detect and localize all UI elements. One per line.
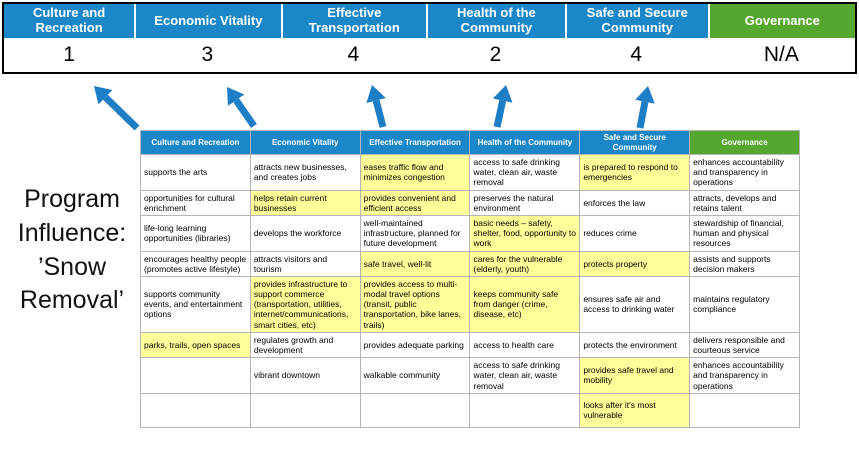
matrix-cell: protects the environment (579, 331, 691, 359)
score-governance: N/A (763, 43, 799, 66)
table-row: parks, trails, open spaces regulates grow… (140, 331, 800, 359)
matrix-cell: enhances accountability and transparency… (689, 357, 800, 394)
matrix-cell (140, 357, 251, 394)
matrix-column-header: Health of the Community (469, 130, 581, 155)
matrix-cell: well-maintained infrastructure, planned … (359, 214, 471, 252)
matrix-cell-highlighted: is prepared to respond to emergencies (579, 154, 691, 191)
table-row: encourages healthy people (promotes acti… (140, 250, 800, 277)
matrix-column-header: Culture and Recreation (140, 130, 251, 155)
score-effective-transportation: 4 (347, 43, 360, 66)
score-health-of-the-community: 2 (489, 43, 502, 66)
table-row: supports community events, and entertain… (140, 275, 800, 333)
matrix-cell: delivers responsible and courteous servi… (689, 331, 800, 359)
matrix-column-header: Governance (689, 130, 800, 155)
table-row: opportunities for cultural enrichment hel… (140, 189, 800, 216)
category-label-health-of-the-community: Health of the Community (426, 4, 565, 38)
matrix-cell: access to safe drinking water, clean air… (469, 357, 581, 394)
matrix-cell (469, 392, 581, 428)
matrix-cell-highlighted: protects property (579, 250, 691, 277)
matrix-cell: attracts new businesses, and creates job… (249, 154, 361, 191)
score-economic-vitality: 3 (201, 43, 214, 66)
matrix-cell: ensures safe air and access to drinking … (579, 275, 691, 333)
matrix-cell (140, 392, 251, 428)
matrix-cell: maintains regulatory compliance (689, 275, 800, 333)
matrix-cell-highlighted: keeps community safe from danger (crime,… (469, 275, 581, 333)
matrix-cell-highlighted: provides safe travel and mobility (579, 357, 691, 394)
matrix-cell-highlighted: basic needs – safety, shelter, food, opp… (469, 214, 581, 252)
matrix-cell: supports the arts (140, 154, 251, 191)
matrix-cell-highlighted: safe travel, well-lit (359, 250, 471, 277)
matrix-column-header: Economic Vitality (249, 130, 361, 155)
score-culture-and-recreation: 1 (63, 43, 75, 66)
table-row: looks after it's most vulnerable (140, 392, 800, 428)
score-banner: Culture and Recreation Economic Vitality… (2, 2, 857, 74)
matrix-cell: preserves the natural environment (469, 189, 581, 216)
matrix-cell: walkable community (359, 357, 471, 394)
category-label-economic-vitality: Economic Vitality (134, 4, 281, 38)
influence-arrows (94, 85, 655, 130)
matrix-cell: assists and supports decision makers (689, 250, 800, 277)
matrix-table-body: supports the arts attracts new businesses… (140, 154, 800, 428)
matrix-cell: access to safe drinking water, clean air… (469, 154, 581, 191)
matrix-cell (249, 392, 361, 428)
matrix-cell: enhances accountability and transparency… (689, 154, 800, 191)
matrix-column-header: Effective Transportation (359, 130, 471, 155)
category-label-governance: Governance (707, 4, 855, 38)
arrow-icon-effective-transportation (366, 85, 387, 128)
matrix-cell-highlighted: eases traffic flow and minimizes congest… (359, 154, 471, 191)
category-label-safe-and-secure-community: Safe and Secure Community (564, 4, 708, 38)
matrix-cell: stewardship of financial, human and phys… (689, 214, 800, 252)
matrix-cell-highlighted: cares for the vulnerable (elderly, youth… (469, 250, 581, 277)
score-safe-and-secure-community: 4 (630, 43, 643, 66)
influence-matrix-table: Culture and Recreation Economic Vitality E… (140, 130, 800, 428)
matrix-cell: vibrant downtown (249, 357, 361, 394)
table-row: life-long learning opportunities (librar… (140, 214, 800, 252)
matrix-cell-highlighted: parks, trails, open spaces (140, 331, 251, 359)
matrix-cell: enforces the law (579, 189, 691, 216)
arrow-icon-health-of-the-community (492, 85, 513, 128)
arrow-icon-economic-vitality (227, 87, 257, 128)
arrow-icon-safe-and-secure-community (635, 86, 655, 129)
category-label-effective-transportation: Effective Transportation (280, 4, 427, 38)
matrix-cell-highlighted: provides access to multi-modal travel op… (359, 275, 471, 333)
arrow-icon-culture-and-recreation (94, 86, 140, 130)
matrix-cell: opportunities for cultural enrichment (140, 189, 251, 216)
table-row: vibrant downtown walkable community access… (140, 357, 800, 394)
matrix-cell: supports community events, and entertain… (140, 275, 251, 333)
matrix-cell: attracts, develops and retains talent (689, 189, 800, 216)
program-title: Program Influence: ’Snow Removal’ (17, 185, 127, 315)
matrix-cell: encourages healthy people (promotes acti… (140, 250, 251, 277)
matrix-cell: reduces crime (579, 214, 691, 252)
matrix-cell-highlighted: provides convenient and efficient access (359, 189, 471, 216)
table-row: supports the arts attracts new businesses… (140, 154, 800, 191)
matrix-cell (359, 392, 471, 428)
matrix-cell: access to health care (469, 331, 581, 359)
matrix-cell-highlighted: provides infrastructure to support comme… (249, 275, 361, 333)
matrix-table-header-row: Culture and Recreation Economic Vitality E… (140, 130, 800, 155)
matrix-cell: life-long learning opportunities (librar… (140, 214, 251, 252)
matrix-column-header: Safe and Secure Community (579, 130, 691, 155)
matrix-cell: attracts visitors and tourism (249, 250, 361, 277)
matrix-cell: develops the workforce (249, 214, 361, 252)
matrix-cell (689, 392, 800, 428)
category-header-row: Culture and Recreation Economic Vitality… (4, 4, 855, 38)
matrix-cell: provides adequate parking (359, 331, 471, 359)
score-row: 1 3 4 2 4 N/A (4, 38, 855, 72)
matrix-cell: regulates growth and development (249, 331, 361, 359)
matrix-cell-highlighted: helps retain current businesses (249, 189, 361, 216)
matrix-cell-highlighted: looks after it's most vulnerable (579, 392, 691, 428)
category-label-culture-and-recreation: Culture and Recreation (4, 4, 135, 38)
